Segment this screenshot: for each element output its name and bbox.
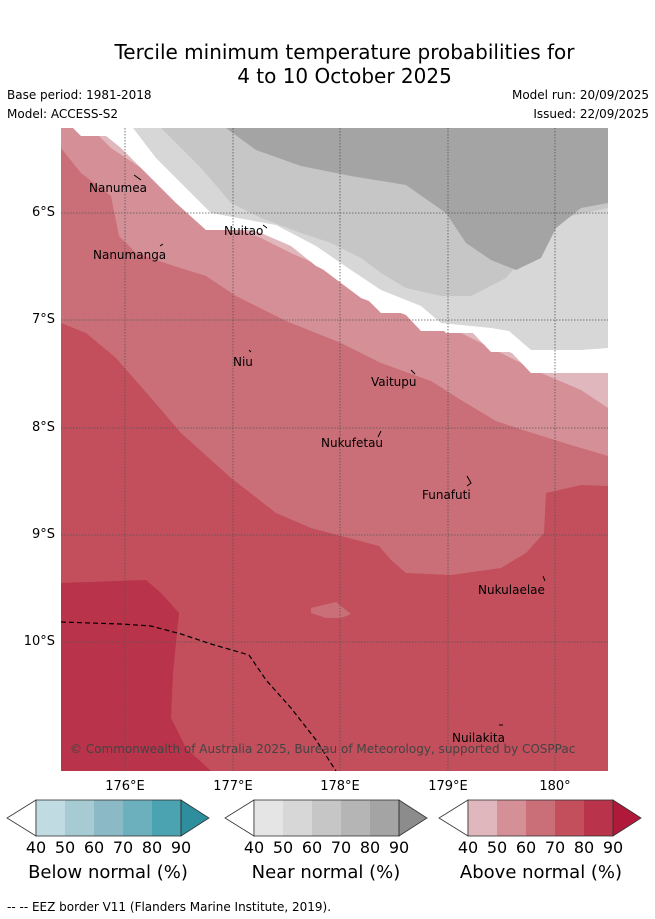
niu-island [248, 349, 252, 353]
cb-above-tick: 60 [515, 838, 537, 857]
colorbar-segment [254, 800, 283, 836]
colorbar-segment [526, 800, 555, 836]
colorbar-segment [65, 800, 94, 836]
eez-dash-sample: -- [7, 900, 20, 914]
place-nanumea: Nanumea [89, 181, 147, 195]
probability-map [61, 128, 608, 771]
colorbar-max-extend [180, 799, 210, 837]
colorbar-segment [341, 800, 370, 836]
cb-below-tick: 60 [83, 838, 105, 857]
colorbar-below-normal [6, 798, 212, 842]
colorbar-outline [467, 799, 614, 837]
cb-near-tick: 60 [301, 838, 323, 857]
cb-below-tick: 90 [170, 838, 192, 857]
lat-label-10s: 10°S [23, 634, 55, 649]
near-80-region [226, 128, 608, 270]
place-nuilakita: Nuilakita [452, 731, 505, 745]
colorbar-segment [94, 800, 123, 836]
map-title: Tercile minimum temperature probabilitie… [0, 40, 655, 88]
colorbar-near-normal [224, 798, 430, 842]
lat-label-7s: 7°S [31, 312, 55, 327]
cb-near-title: Near normal (%) [251, 862, 401, 883]
title-line-1: Tercile minimum temperature probabilitie… [114, 40, 575, 64]
colorbar-outline [253, 799, 400, 837]
colorbar-segment [283, 800, 312, 836]
small-warm-patch [311, 602, 351, 618]
cb-below-tick: 50 [54, 838, 76, 857]
graticule [61, 128, 608, 771]
vaitupu-island [410, 369, 416, 375]
colorbar-min-extend [438, 799, 469, 837]
colorbar-max-extend [612, 799, 642, 837]
model-run: Model run: 20/09/2025 [511, 88, 649, 102]
colorbar-outline [35, 799, 182, 837]
colorbar-segment [468, 800, 497, 836]
cb-above-tick: 70 [544, 838, 566, 857]
eez-footnote: -- -- EEZ border V11 (Flanders Marine In… [7, 900, 331, 914]
island-outlines [133, 174, 546, 726]
place-nukufetau: Nukufetau [321, 436, 384, 450]
cb-near-tick: 70 [330, 838, 352, 857]
place-nuitao: Nuitao [224, 224, 264, 238]
above-80-region [61, 580, 211, 771]
colorbar-segment [370, 800, 399, 836]
colorbar-max-extend [398, 799, 428, 837]
cb-above-tick: 90 [602, 838, 624, 857]
model-name: Model: ACCESS-S2 [7, 107, 119, 121]
lon-label-178e: 178°E [320, 779, 360, 794]
issued-date: Issued: 22/09/2025 [533, 107, 649, 121]
place-vaitupu: Vaitupu [371, 375, 417, 389]
lat-label-6s: 6°S [31, 205, 55, 220]
nanumanga-island [159, 243, 164, 247]
cb-near-tick: 40 [243, 838, 265, 857]
nuitao-island [262, 224, 268, 229]
cb-above-tick: 40 [457, 838, 479, 857]
place-funafuti: Funafuti [422, 488, 471, 502]
colorbar-min-extend [224, 799, 255, 837]
nanumea-island [133, 174, 142, 181]
nukulaelae-island [542, 575, 546, 582]
colorbar-segment [555, 800, 584, 836]
cb-below-tick: 80 [141, 838, 163, 857]
lat-label-8s: 8°S [31, 420, 55, 435]
colorbar-segment [123, 800, 152, 836]
base-period: Base period: 1981-2018 [7, 88, 152, 102]
eez-source: -- EEZ border V11 (Flanders Marine Insti… [19, 900, 332, 914]
colorbar-segment [36, 800, 65, 836]
cb-below-tick: 40 [25, 838, 47, 857]
cb-above-title: Above normal (%) [459, 862, 623, 883]
cb-below-tick: 70 [112, 838, 134, 857]
colorbar-min-extend [6, 799, 37, 837]
lon-label-177e: 177°E [213, 779, 253, 794]
place-nanumanga: Nanumanga [93, 248, 167, 262]
lon-label-179e: 179°E [428, 779, 468, 794]
cb-above-tick: 80 [573, 838, 595, 857]
lon-label-180: 180° [539, 779, 571, 794]
cb-near-tick: 90 [388, 838, 410, 857]
lat-label-9s: 9°S [31, 527, 55, 542]
edge-patch [61, 193, 69, 218]
nukufetau-island [377, 430, 382, 438]
colorbar-above-normal [438, 798, 644, 842]
copyright-notice: © Commonwealth of Australia 2025, Bureau… [70, 742, 576, 756]
cb-near-tick: 50 [272, 838, 294, 857]
cb-near-tick: 80 [359, 838, 381, 857]
place-niu: Niu [233, 355, 253, 369]
colorbar-segment [312, 800, 341, 836]
colorbar-segment [497, 800, 526, 836]
place-nukulaelae: Nukulaelae [478, 583, 545, 597]
funafuti-island [466, 475, 472, 487]
colorbar-segment [584, 800, 613, 836]
colorbar-segment [152, 800, 181, 836]
cb-above-tick: 50 [486, 838, 508, 857]
lon-label-176e: 176°E [105, 779, 145, 794]
title-line-2: 4 to 10 October 2025 [237, 64, 452, 88]
cb-below-title: Below normal (%) [28, 862, 188, 883]
eez-border [61, 621, 337, 771]
